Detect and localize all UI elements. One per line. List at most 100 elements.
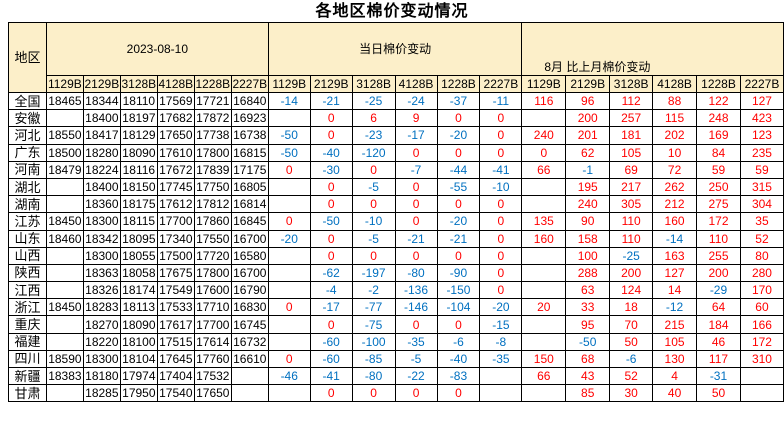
monthly-cell[interactable]: 127	[652, 263, 698, 283]
monthly-cell[interactable]: 201	[565, 126, 611, 145]
daily-cell[interactable]: -90	[436, 263, 481, 283]
monthly-cell[interactable]: 52	[739, 229, 784, 248]
daily-cell[interactable]: -50	[267, 126, 311, 145]
monthly-cell[interactable]: 255	[696, 246, 741, 265]
prices-cell[interactable]: 18095	[119, 229, 158, 248]
region-cell[interactable]: 河北	[8, 126, 47, 145]
daily-cell[interactable]: 0	[479, 143, 523, 162]
daily-cell[interactable]: 0	[267, 160, 311, 179]
grade-col-header[interactable]: 4128B	[156, 75, 195, 93]
daily-cell[interactable]: 0	[436, 109, 481, 128]
daily-cell[interactable]: -23	[351, 126, 396, 145]
daily-cell[interactable]: -5	[394, 349, 438, 369]
daily-cell[interactable]	[267, 263, 311, 283]
prices-cell[interactable]: 18090	[119, 315, 158, 334]
prices-cell[interactable]: 18224	[82, 160, 121, 179]
prices-cell[interactable]: 17645	[156, 349, 195, 369]
daily-cell[interactable]: 0	[479, 195, 523, 214]
daily-cell[interactable]: 0	[309, 246, 353, 265]
prices-cell[interactable]: 18220	[82, 332, 121, 351]
monthly-cell[interactable]: 95	[565, 315, 611, 334]
monthly-cell[interactable]: 123	[739, 126, 784, 145]
daily-cell[interactable]: 0	[479, 263, 523, 283]
prices-cell[interactable]: 17533	[156, 298, 195, 317]
grade-col-header[interactable]: 4128B	[652, 75, 698, 93]
prices-cell[interactable]: 16815	[230, 143, 269, 162]
prices-cell[interactable]: 17340	[156, 229, 195, 248]
prices-cell[interactable]: 16610	[230, 349, 269, 369]
monthly-cell[interactable]: 166	[739, 315, 784, 334]
monthly-cell[interactable]: 172	[739, 332, 784, 351]
monthly-cell[interactable]: 135	[521, 212, 567, 231]
prices-cell[interactable]: 17950	[119, 384, 158, 403]
daily-cell[interactable]: -10	[351, 212, 396, 231]
prices-cell[interactable]: 18326	[82, 281, 121, 300]
monthly-cell[interactable]: 248	[696, 109, 741, 128]
monthly-cell[interactable]: 305	[609, 195, 654, 214]
grade-col-header[interactable]: 2227B	[739, 75, 784, 93]
monthly-cell[interactable]: 202	[652, 126, 698, 145]
grade-col-header[interactable]: 2227B	[230, 75, 269, 93]
monthly-cell[interactable]: 112	[609, 91, 654, 111]
prices-cell[interactable]: 17540	[156, 384, 195, 403]
prices-cell[interactable]: 18270	[82, 315, 121, 334]
prices-cell[interactable]: 16845	[230, 212, 269, 231]
monthly-cell[interactable]: -25	[609, 246, 654, 265]
monthly-cell[interactable]: 275	[696, 195, 741, 214]
monthly-cell[interactable]: 85	[565, 384, 611, 403]
monthly-cell[interactable]: 64	[696, 298, 741, 317]
prices-cell[interactable]: 17872	[193, 109, 232, 128]
monthly-cell[interactable]: 163	[652, 246, 698, 265]
daily-cell[interactable]: -22	[394, 366, 438, 386]
prices-cell[interactable]: 18104	[119, 349, 158, 369]
monthly-cell[interactable]: 423	[739, 109, 784, 128]
monthly-cell[interactable]: -12	[652, 298, 698, 317]
daily-cell[interactable]: -41	[309, 366, 353, 386]
prices-cell[interactable]: 17404	[156, 366, 195, 386]
monthly-cell[interactable]: 46	[696, 332, 741, 351]
prices-cell[interactable]: 18100	[119, 332, 158, 351]
prices-cell[interactable]	[45, 315, 84, 334]
daily-cell[interactable]: -136	[394, 281, 438, 300]
monthly-cell[interactable]: 288	[565, 263, 611, 283]
daily-cell[interactable]: -197	[351, 263, 396, 283]
monthly-cell[interactable]: -14	[652, 229, 698, 248]
daily-cell[interactable]	[267, 315, 311, 334]
monthly-cell[interactable]: 127	[739, 91, 784, 111]
prices-cell[interactable]: 18175	[119, 195, 158, 214]
daily-cell[interactable]: -80	[394, 263, 438, 283]
monthly-cell[interactable]: 116	[521, 91, 567, 111]
monthly-cell[interactable]: 96	[565, 91, 611, 111]
monthly-cell[interactable]: 124	[609, 281, 654, 300]
monthly-cell[interactable]: 0	[521, 143, 567, 162]
monthly-cell[interactable]: 117	[696, 349, 741, 369]
daily-cell[interactable]: 0	[309, 315, 353, 334]
prices-cell[interactable]: 18283	[82, 298, 121, 317]
daily-cell[interactable]: 6	[351, 109, 396, 128]
prices-cell[interactable]: 17532	[193, 366, 232, 386]
daily-cell[interactable]: 0	[436, 143, 481, 162]
prices-cell[interactable]	[45, 195, 84, 214]
monthly-cell[interactable]: -1	[565, 160, 611, 179]
prices-cell[interactable]: 18550	[45, 126, 84, 145]
monthly-cell[interactable]: -6	[609, 349, 654, 369]
prices-cell[interactable]: 18460	[45, 229, 84, 248]
monthly-cell[interactable]: 240	[521, 126, 567, 145]
monthly-cell[interactable]: 84	[696, 143, 741, 162]
daily-cell[interactable]: -5	[351, 229, 396, 248]
prices-cell[interactable]: 17812	[193, 195, 232, 214]
region-cell[interactable]: 重庆	[8, 315, 47, 334]
prices-cell[interactable]: 18116	[119, 160, 158, 179]
prices-cell[interactable]: 17720	[193, 246, 232, 265]
prices-cell[interactable]: 17700	[193, 315, 232, 334]
prices-cell[interactable]: 17610	[156, 143, 195, 162]
prices-cell[interactable]: 17175	[230, 160, 269, 179]
prices-cell[interactable]	[45, 109, 84, 128]
monthly-cell[interactable]: 62	[565, 143, 611, 162]
prices-cell[interactable]: 17672	[156, 160, 195, 179]
daily-cell[interactable]: 0	[394, 384, 438, 403]
prices-cell[interactable]: 18090	[119, 143, 158, 162]
daily-cell[interactable]: -77	[351, 298, 396, 317]
daily-cell[interactable]: -14	[267, 91, 311, 111]
prices-cell[interactable]	[45, 384, 84, 403]
